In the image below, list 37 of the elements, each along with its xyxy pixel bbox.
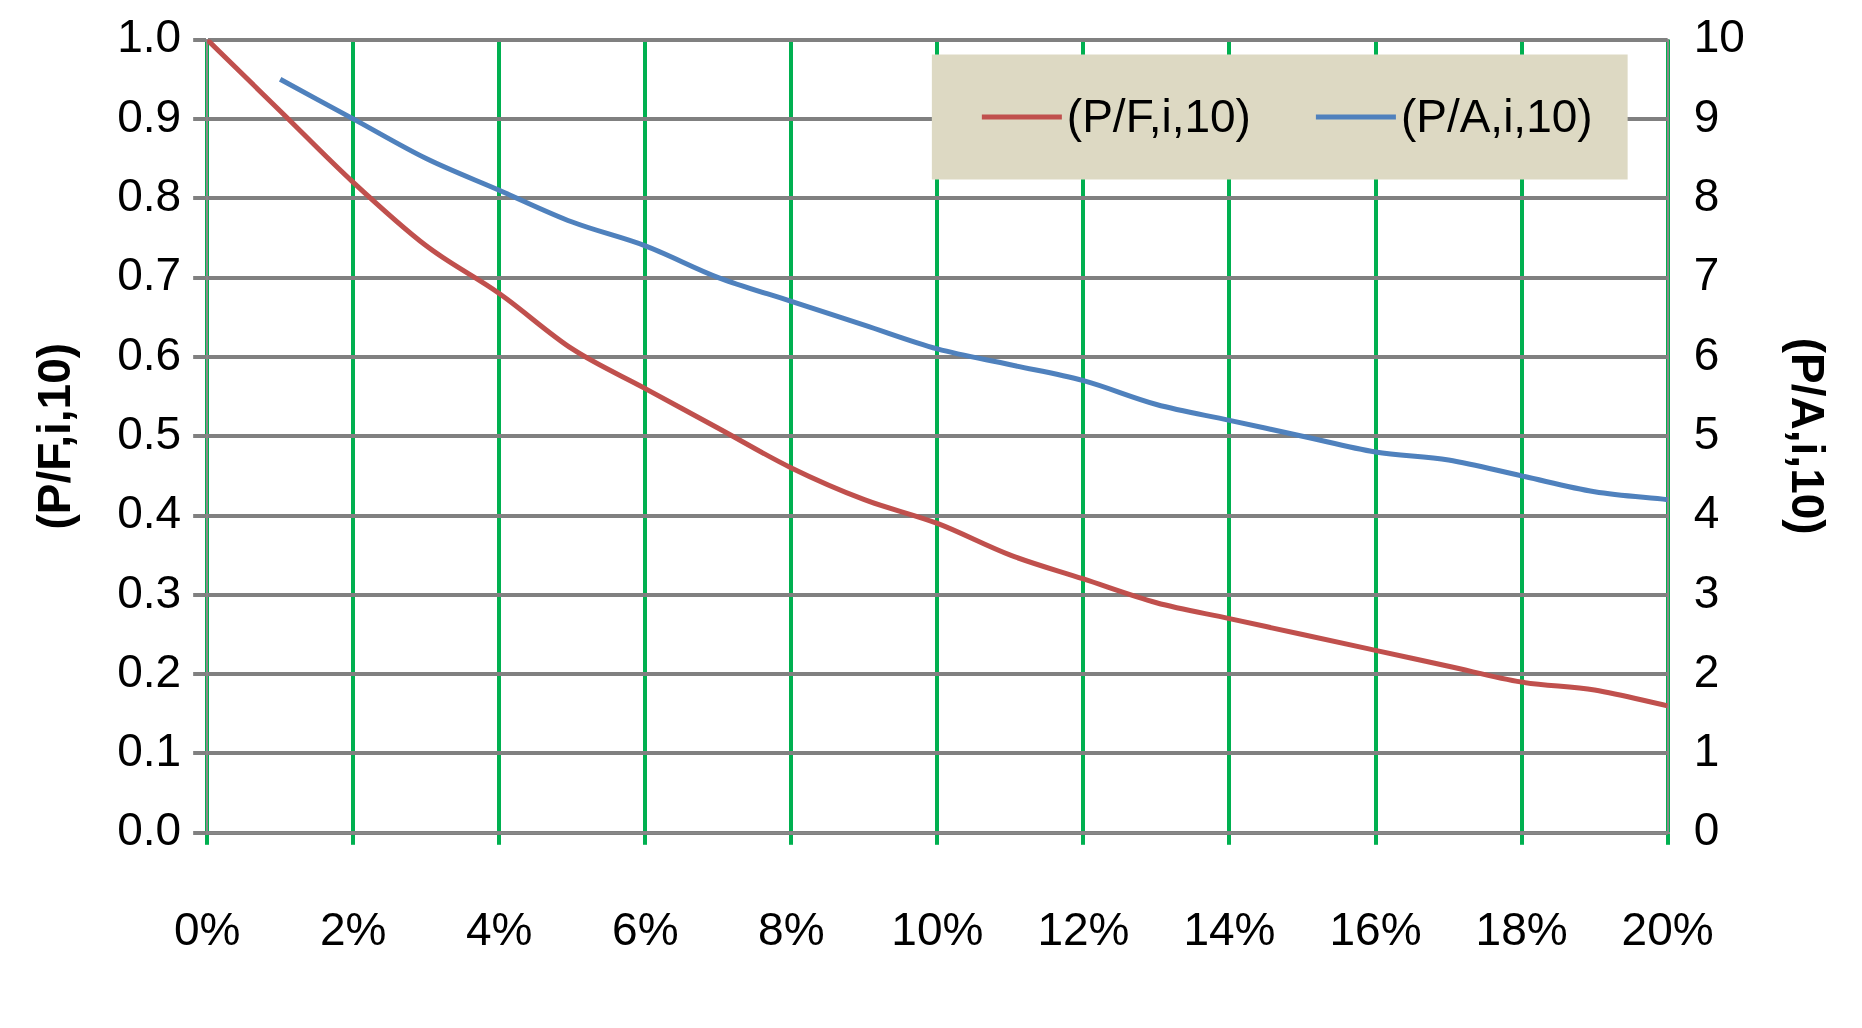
y-tick-label: 0.2 [117, 644, 182, 697]
x-tick-label: 20% [1621, 903, 1714, 956]
y2-tick-label: 0 [1693, 803, 1720, 856]
y-tick-label: 0.8 [117, 168, 182, 221]
x-tick-label: 18% [1475, 903, 1568, 956]
y-tick-label: 0.6 [117, 327, 182, 380]
x-tick-label: 10% [891, 903, 984, 956]
y2-axis-title: (P/A,i,10) [1781, 337, 1834, 535]
x-tick-label: 16% [1329, 903, 1422, 956]
y2-tick-label: 8 [1693, 168, 1720, 221]
y2-tick-label: 10 [1693, 10, 1745, 63]
y-tick-label: 0.0 [117, 803, 182, 856]
y-tick-label: 0.7 [117, 248, 182, 301]
y-tick-label: 0.9 [117, 89, 182, 142]
y2-tick-label: 7 [1693, 248, 1720, 301]
y2-tick-label: 6 [1693, 327, 1720, 380]
legend-label: (P/F,i,10) [1066, 89, 1251, 142]
x-tick-label: 8% [758, 903, 825, 956]
y-tick-label: 1.0 [117, 10, 182, 63]
y2-tick-label: 3 [1693, 565, 1720, 618]
x-tick-label: 14% [1183, 903, 1276, 956]
x-tick-label: 12% [1037, 903, 1130, 956]
y2-tick-label: 9 [1693, 89, 1720, 142]
y-tick-label: 0.3 [117, 565, 182, 618]
y2-tick-label: 5 [1693, 406, 1720, 459]
y2-tick-label: 2 [1693, 644, 1720, 697]
legend-label: (P/A,i,10) [1400, 89, 1593, 142]
y-axis-title: (P/F,i,10) [28, 342, 81, 530]
y2-tick-label: 4 [1693, 486, 1720, 539]
y2-tick-label: 1 [1693, 724, 1720, 777]
x-tick-label: 6% [612, 903, 679, 956]
x-tick-label: 0% [173, 903, 241, 956]
x-tick-label: 4% [466, 903, 533, 956]
y-tick-label: 0.4 [117, 486, 182, 539]
x-tick-label: 2% [319, 903, 387, 956]
y-tick-label: 0.5 [117, 406, 182, 459]
y-tick-label: 0.1 [117, 724, 182, 777]
